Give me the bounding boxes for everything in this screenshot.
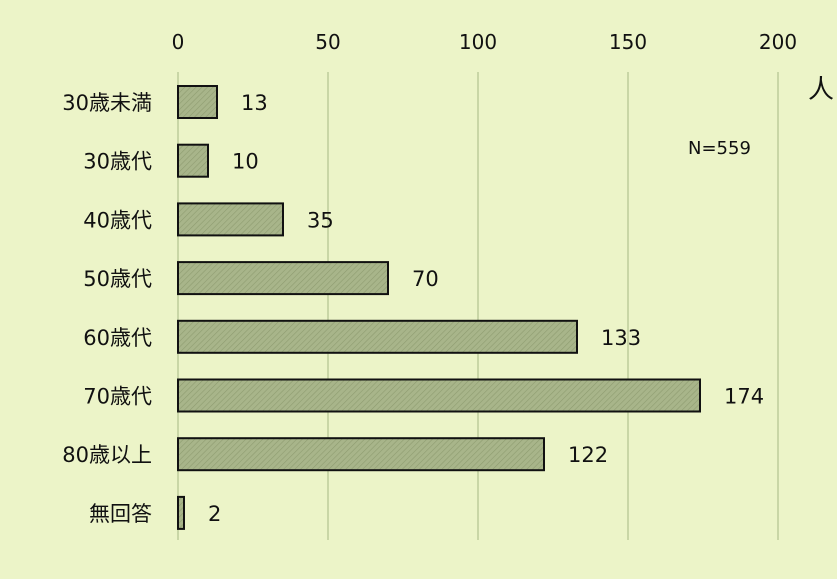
x-tick-label: 100 <box>459 30 497 54</box>
category-label: 80歳以上 <box>62 443 152 467</box>
bar <box>177 378 701 413</box>
category-label: 30歳代 <box>83 150 152 174</box>
bar <box>177 495 185 530</box>
value-label: 13 <box>241 91 268 115</box>
bars <box>177 85 701 530</box>
bar <box>177 261 389 296</box>
x-tick-label: 0 <box>172 30 185 54</box>
x-axis-ticks: 0 50 100 150 200 <box>172 30 797 54</box>
unit-label: 人 <box>808 75 834 105</box>
value-label: 10 <box>232 150 259 174</box>
bar <box>177 319 578 354</box>
value-label: 35 <box>307 208 334 232</box>
x-tick-label: 50 <box>315 30 340 54</box>
category-label: 30歳未満 <box>62 91 152 115</box>
category-label: 40歳代 <box>83 208 152 232</box>
sample-size-annotation: N=559 <box>688 138 751 159</box>
value-label: 174 <box>724 385 764 409</box>
bar <box>177 143 209 178</box>
category-label: 60歳代 <box>83 326 152 350</box>
value-labels: 13 10 35 70 133 174 122 2 <box>208 91 764 526</box>
category-label: 無回答 <box>89 502 152 526</box>
value-label: 2 <box>208 502 221 526</box>
bar <box>177 202 284 237</box>
category-label: 50歳代 <box>83 267 152 291</box>
category-label: 70歳代 <box>83 385 152 409</box>
value-label: 70 <box>412 267 439 291</box>
value-label: 122 <box>568 443 608 467</box>
x-tick-label: 150 <box>609 30 647 54</box>
bar <box>177 437 545 472</box>
value-label: 133 <box>601 326 641 350</box>
bar <box>177 85 218 119</box>
x-tick-label: 200 <box>759 30 797 54</box>
